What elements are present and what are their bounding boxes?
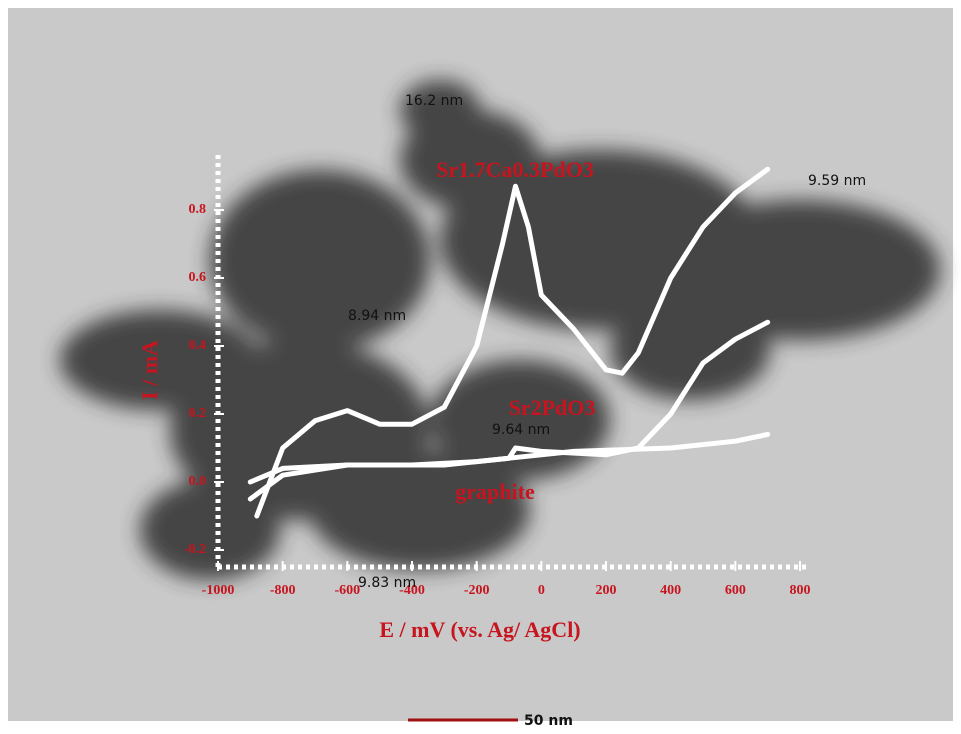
image-annotation: 9.59 nm <box>808 173 866 189</box>
x-axis-title: E / mV (vs. Ag/ AgCl) <box>379 617 580 642</box>
y-tick-label: 0.0 <box>189 474 207 489</box>
image-annotation: 16.2 nm <box>405 93 463 109</box>
series-label: Sr1.7Ca0.3PdO3 <box>436 157 594 182</box>
image-annotation: 50 nm <box>524 713 573 729</box>
y-tick-label: -0.2 <box>184 542 206 557</box>
x-tick-label: -200 <box>464 583 490 598</box>
series-label: Sr2PdO3 <box>509 395 596 420</box>
x-tick-label: 600 <box>725 583 746 598</box>
image-annotation: 8.94 nm <box>348 308 406 324</box>
x-tick-label: 400 <box>660 583 681 598</box>
y-axis-title: I / mA <box>137 340 162 400</box>
y-tick-label: 0.2 <box>189 406 207 421</box>
y-tick-label: 0.8 <box>189 202 207 217</box>
series-label: graphite <box>455 479 535 504</box>
image-annotation: 9.83 nm <box>358 575 416 591</box>
image-annotation: 9.64 nm <box>492 422 550 438</box>
x-tick-label: 0 <box>538 583 545 598</box>
x-tick-label: -600 <box>334 583 360 598</box>
x-tick-label: -800 <box>270 583 296 598</box>
x-tick-label: 800 <box>790 583 811 598</box>
x-tick-label: 200 <box>596 583 617 598</box>
chart: E / mV (vs. Ag/ AgCl) I / mA -1000 -800 -6… <box>0 0 961 729</box>
y-tick-label: 0.6 <box>189 270 207 285</box>
y-tick-label: 0.4 <box>189 338 207 353</box>
x-tick-label: -1000 <box>202 583 235 598</box>
